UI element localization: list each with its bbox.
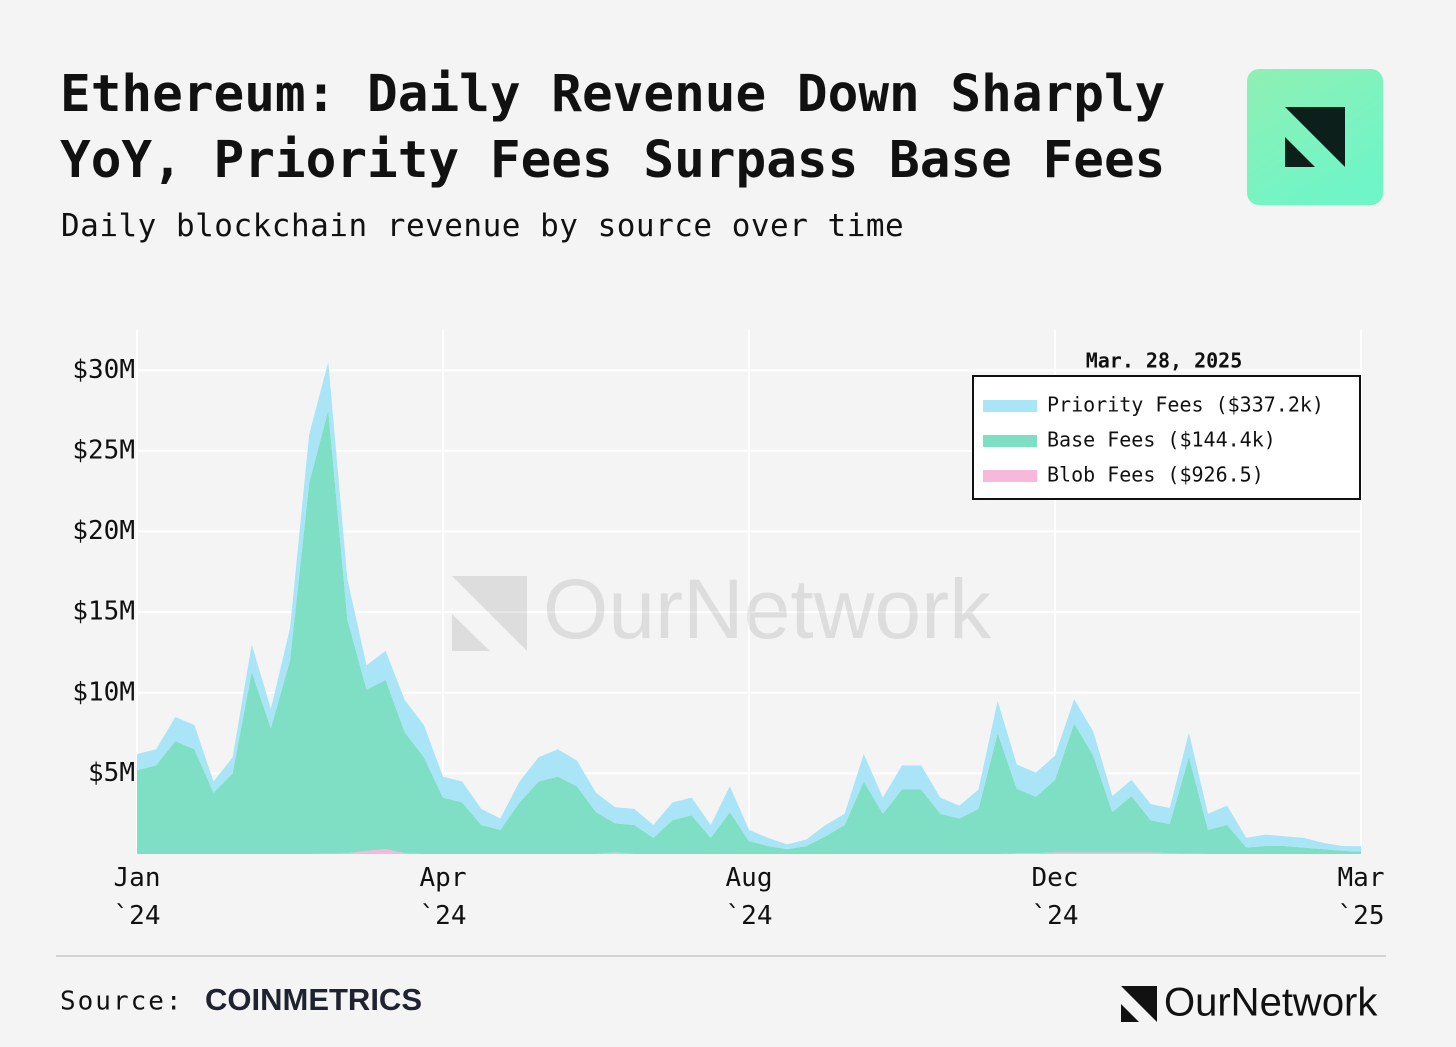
area	[137, 410, 1361, 854]
y-tick-label: $30M	[72, 355, 135, 385]
y-tick-label: $15M	[72, 597, 135, 627]
x-tick-label-line: `24	[726, 901, 773, 931]
logo-shape	[1285, 137, 1315, 167]
area	[137, 849, 1361, 854]
chart-subtitle: Daily blockchain revenue by source over …	[61, 208, 905, 244]
legend-swatch	[983, 400, 1037, 412]
brand-icon	[1121, 1004, 1139, 1022]
x-tick-label-line: Mar	[1338, 863, 1385, 893]
x-tick-label-line: `25	[1338, 901, 1385, 931]
legend-label: Base Fees ($144.4k)	[1047, 428, 1276, 452]
watermark-icon	[452, 576, 527, 651]
y-tick-label: $5M	[88, 758, 135, 788]
x-tick-label-line: `24	[1032, 901, 1079, 931]
watermark-text: OurNetwork	[543, 562, 992, 656]
x-tick-label: Jan `24	[114, 863, 161, 931]
source-logo: COINMETRICS	[205, 982, 422, 1017]
x-tick-label: Mar `25	[1338, 863, 1385, 931]
legend-label: Priority Fees ($337.2k)	[1047, 393, 1324, 417]
x-tick-label-line: `24	[114, 901, 161, 931]
x-tick-label-line: Apr	[420, 863, 467, 893]
x-tick-label: Apr `24	[420, 863, 467, 931]
legend-title: Mar. 28, 2025	[1086, 349, 1243, 373]
brand-icon	[1121, 986, 1157, 1022]
legend-box	[972, 375, 1361, 500]
watermark: OurNetwork	[452, 562, 992, 656]
y-tick-label: $10M	[72, 677, 135, 707]
x-tick-label-line: Dec	[1032, 863, 1079, 893]
legend-label: Blob Fees ($926.5)	[1047, 463, 1264, 487]
x-tick-label-line: Aug	[726, 863, 773, 893]
x-tick-label: Dec `24	[1032, 863, 1079, 931]
watermark-icon	[452, 614, 490, 651]
y-tick-label: $25M	[72, 435, 135, 465]
legend-swatch	[983, 435, 1037, 447]
logo	[1247, 69, 1383, 205]
x-tick-label-line: Jan	[114, 863, 161, 893]
chart-title: Ethereum: Daily Revenue Down Sharply YoY…	[60, 65, 1166, 190]
logo-shape	[1285, 107, 1345, 167]
brand: OurNetwork	[1164, 981, 1378, 1025]
x-tick-label: Aug `24	[726, 863, 773, 931]
legend-swatch	[983, 470, 1037, 482]
y-tick-label: $20M	[72, 516, 135, 546]
source-label: Source:	[60, 987, 184, 1017]
x-tick-label-line: `24	[420, 901, 467, 931]
